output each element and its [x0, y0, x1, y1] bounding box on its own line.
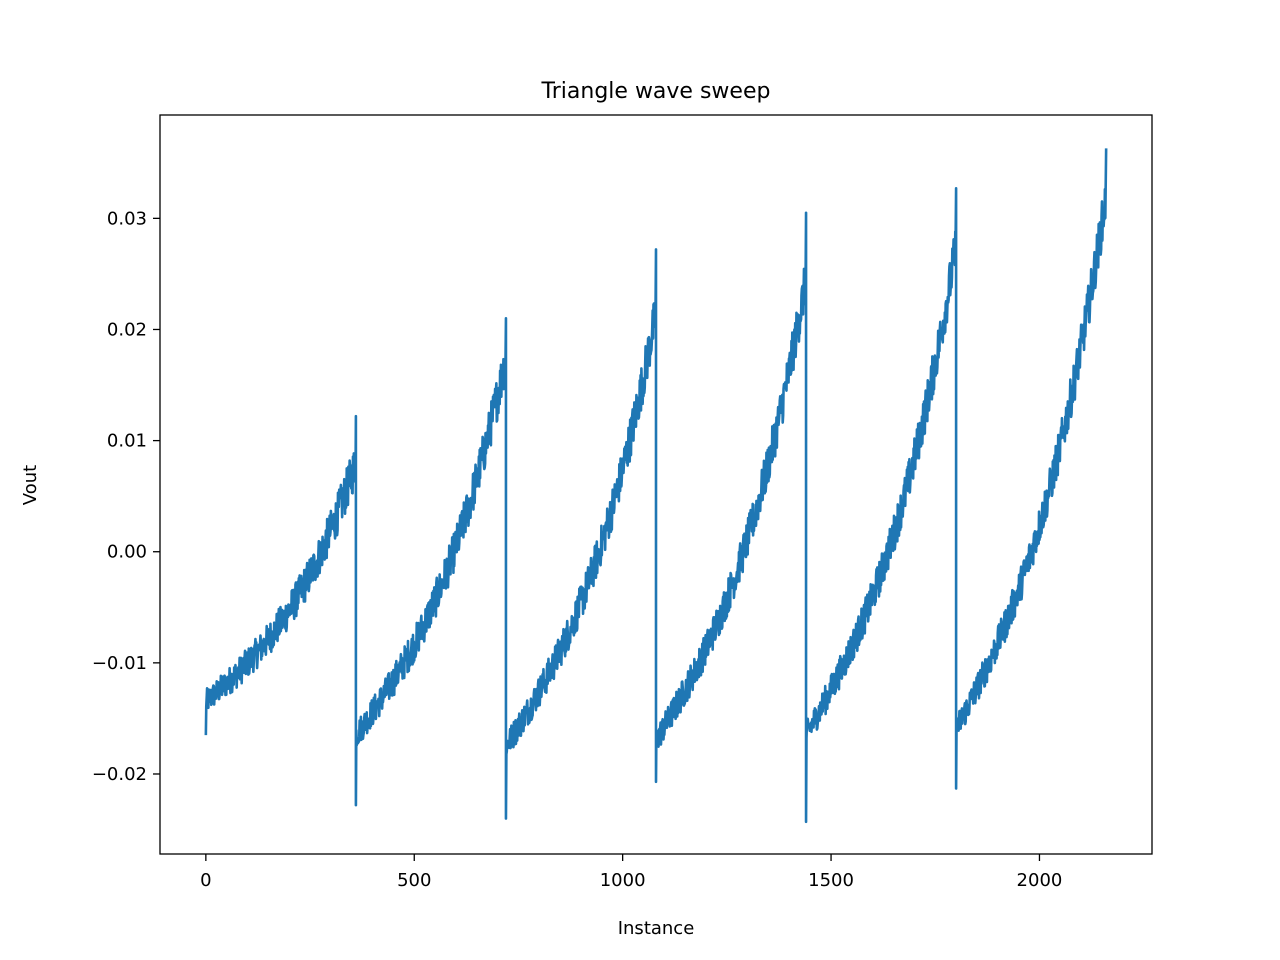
x-tick-label: 0: [200, 870, 211, 891]
x-axis-label: Instance: [618, 918, 695, 939]
y-axis: −0.02 −0.01 0.00 0.01 0.02 0.03: [92, 208, 160, 785]
y-tick-label: −0.01: [92, 653, 147, 674]
series-line-0: [204, 148, 1108, 824]
chart-title: Triangle wave sweep: [541, 79, 771, 104]
y-tick-label: 0.02: [107, 319, 147, 340]
x-tick-label: 2000: [1017, 870, 1063, 891]
plot-area: [204, 148, 1108, 824]
y-tick-label: 0.03: [107, 208, 147, 229]
y-tick-label: 0.00: [107, 542, 147, 563]
plot-frame: [159, 114, 1153, 855]
y-axis-label: Vout: [20, 465, 41, 505]
x-axis: 0 500 1000 1500 2000: [200, 854, 1062, 891]
x-tick-label: 1000: [600, 870, 646, 891]
y-tick-label: −0.02: [92, 764, 147, 785]
x-tick-label: 1500: [808, 870, 854, 891]
x-tick-label: 500: [397, 870, 431, 891]
y-tick-label: 0.01: [107, 431, 147, 452]
